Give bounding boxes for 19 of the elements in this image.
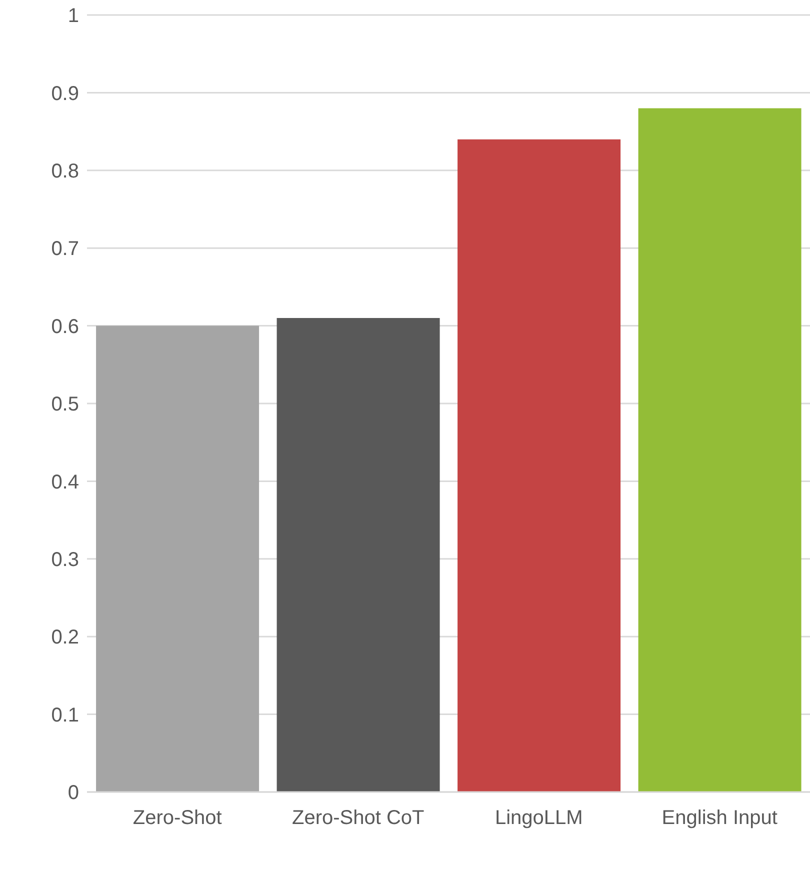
- y-tick-label: 0.2: [51, 626, 79, 649]
- x-tick-label: LingoLLM: [494, 807, 583, 830]
- y-tick-label: 0.8: [51, 160, 79, 182]
- y-tick-label: 0.9: [51, 82, 79, 105]
- y-tick-label: 0.5: [51, 394, 79, 416]
- y-tick-label: 0.3: [51, 549, 79, 571]
- y-tick-label: 1: [68, 5, 79, 28]
- bar: [458, 139, 621, 792]
- x-tick-label: Zero-Shot: [132, 807, 222, 830]
- bar: [96, 326, 260, 792]
- y-tick-label: 0.6: [51, 316, 79, 338]
- x-tick-label: English Input: [662, 807, 778, 830]
- y-tick-label: 0: [68, 782, 79, 804]
- y-tick-label: 0.1: [51, 704, 79, 726]
- bar: [276, 318, 440, 792]
- bar: [638, 108, 802, 792]
- y-tick-label: 0.4: [51, 471, 79, 494]
- y-tick-label: 0.7: [51, 238, 79, 260]
- x-tick-label: Zero-Shot CoT: [292, 807, 424, 830]
